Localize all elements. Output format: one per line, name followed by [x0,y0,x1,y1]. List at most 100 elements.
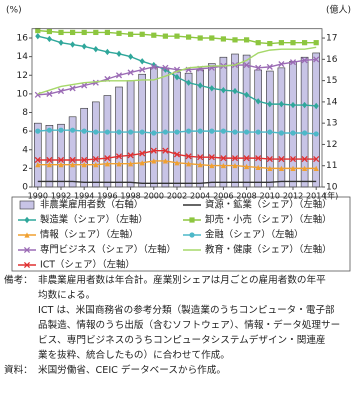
marker [244,91,250,99]
marker [220,128,226,134]
y-tick-label: 12 [17,71,28,81]
marker [290,165,296,171]
y2-tick-label: 13 [326,119,337,129]
marker [116,129,122,135]
y-tick-label: 16 [17,34,29,44]
plot-frame [31,28,323,188]
note-line: 非農業雇用者数は年合計。産業別シェアは月ごとの雇用者数の年平 [38,275,326,286]
marker [162,158,168,164]
marker [69,156,76,164]
marker [209,85,215,92]
marker [232,37,238,43]
marker [162,33,168,39]
marker [290,130,296,136]
marker [197,162,203,168]
marker [189,217,195,223]
line [37,180,317,184]
note-line: ICT は、米国商務省の参考分類（製造業のうちコンピュータ・電子部 [38,305,335,316]
marker [255,98,261,105]
note-label: 資料： [4,365,33,376]
marker [162,64,169,71]
y2-tick-label: 12 [326,140,337,150]
marker [81,43,87,50]
x-tick-label: 2002 [167,192,187,201]
note-line: 業を抜粋、統合したもの）に合わせて作成。 [38,350,230,361]
marker [23,246,31,254]
marker [58,39,64,46]
marker [58,162,64,168]
marker [313,102,319,110]
marker [209,162,215,169]
marker [139,160,145,166]
marker [46,28,52,35]
marker [46,127,53,133]
marker [35,128,41,134]
marker [266,63,273,70]
marker [278,40,284,46]
legend-label: 非農業雇用者数（右軸） [40,199,143,211]
bar [68,116,77,188]
marker [92,156,99,163]
marker [232,129,238,135]
y2-tick-label: 14 [326,97,338,107]
marker [139,58,145,65]
marker [208,154,215,161]
x-tick-label: 2014 [306,192,326,201]
marker [174,129,180,135]
y2-tick-label: 11 [326,161,337,171]
bar [150,67,158,188]
marker [313,131,319,137]
marker [150,147,157,154]
marker [128,161,134,167]
marker [162,147,169,154]
marker [81,156,88,164]
x-tick-label: 2010 [260,192,280,201]
note: 備考： 非農業雇用者数は年合計。産業別シェアは月ごとの雇用者数の年平 均数による。 I… [4,273,356,363]
marker [220,162,226,169]
bar [57,123,65,188]
marker [24,216,30,224]
marker [243,61,250,69]
note-body: 非農業雇用者数は年合計。産業別シェアは月ごとの雇用者数の年平 均数による。 ICT … [38,273,340,363]
marker [267,40,273,47]
x-tick-label: 1992 [51,192,71,201]
marker [244,37,250,43]
marker [104,155,111,162]
marker [174,33,180,39]
marker [46,90,53,97]
marker [151,130,157,136]
legend-label: 情報（シェア）（左軸） [40,229,138,241]
marker [115,72,123,79]
marker [58,29,64,36]
marker [150,63,157,70]
marker [278,165,284,171]
y2-tick-label: 15 [326,76,337,86]
marker [243,155,250,162]
legend-box [11,196,351,272]
marker [24,232,30,238]
marker [116,50,122,58]
marker [209,35,215,41]
y2-tick-label: 10 [326,183,338,193]
bar [103,95,112,188]
marker [174,73,180,81]
x-tick-label: 2004 [190,192,210,201]
marker [220,155,227,162]
marker [127,152,134,159]
marker [116,161,122,167]
marker [255,164,261,171]
y2-unit: (億人) [326,4,351,16]
marker [278,61,285,68]
marker [57,88,65,95]
marker [186,34,192,40]
legend-label: ICT（シェア）（左軸） [40,259,135,271]
marker [46,162,52,168]
marker [151,32,157,38]
marker [173,151,181,158]
marker [162,129,168,135]
note-label: 備考： [4,275,33,286]
x-unit: (年) [324,191,338,201]
marker [23,261,31,269]
marker [81,128,87,134]
marker [197,128,203,134]
